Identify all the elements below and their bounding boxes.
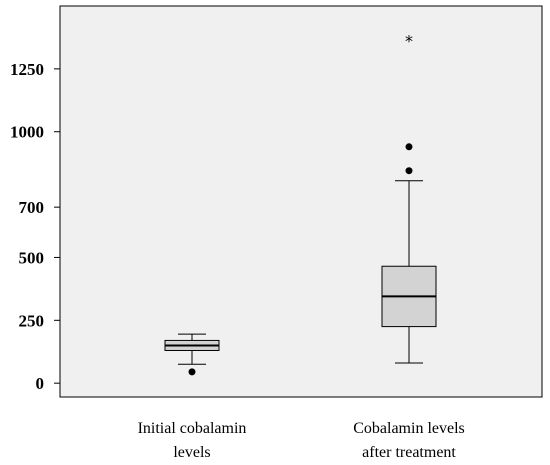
category-label-line: levels xyxy=(173,444,210,461)
y-tick-label: 500 xyxy=(19,248,45,267)
outlier-point xyxy=(405,143,413,151)
extreme-outlier-marker: * xyxy=(405,31,413,50)
y-tick-label: 250 xyxy=(19,311,45,330)
y-axis: 0 250 500 700 1000 1250 xyxy=(10,60,60,393)
y-tick-label: 700 xyxy=(19,198,45,217)
outlier-point xyxy=(188,368,196,376)
y-tick-label: 1000 xyxy=(10,123,44,142)
box-series: * xyxy=(164,31,437,376)
category-label-line: after treatment xyxy=(362,444,456,461)
category-label-line: Cobalamin levels xyxy=(353,420,465,437)
category-label: Initial cobalamin levels xyxy=(138,420,247,461)
plot-area xyxy=(59,5,543,398)
y-tick-label: 0 xyxy=(36,374,45,393)
box-plot-1 xyxy=(164,333,220,376)
category-label-line: Initial cobalamin xyxy=(138,420,247,437)
y-tick-label: 1250 xyxy=(10,60,44,79)
category-label: Cobalamin levels after treatment xyxy=(353,420,465,461)
x-axis-labels: Initial cobalamin levels Cobalamin levels a… xyxy=(138,420,465,461)
box-plot-2: * xyxy=(381,31,437,364)
outlier-point xyxy=(405,167,413,175)
